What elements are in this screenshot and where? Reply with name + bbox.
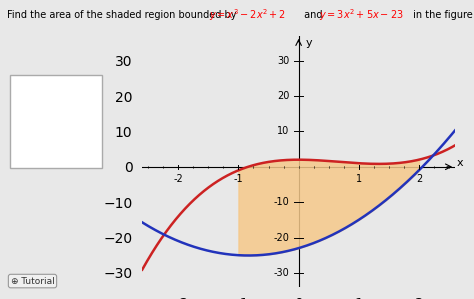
Text: ⊕ Tutorial: ⊕ Tutorial bbox=[10, 277, 55, 286]
Text: 30: 30 bbox=[277, 56, 290, 66]
Text: $y = x^3 - 2x^2 + 2$: $y = x^3 - 2x^2 + 2$ bbox=[209, 7, 286, 22]
Text: -10: -10 bbox=[274, 197, 290, 207]
Text: -2: -2 bbox=[173, 174, 183, 184]
Text: and: and bbox=[301, 10, 326, 20]
FancyBboxPatch shape bbox=[10, 74, 102, 168]
Text: -20: -20 bbox=[273, 233, 290, 242]
Text: x: x bbox=[456, 158, 463, 167]
Text: in the figure below.: in the figure below. bbox=[410, 10, 474, 20]
Text: -30: -30 bbox=[274, 268, 290, 278]
Text: -1: -1 bbox=[234, 174, 243, 184]
Text: 1: 1 bbox=[356, 174, 362, 184]
Text: 2: 2 bbox=[416, 174, 422, 184]
Text: 20: 20 bbox=[277, 91, 290, 101]
Text: 10: 10 bbox=[277, 126, 290, 136]
Text: Find the area of the shaded region bounded by: Find the area of the shaded region bound… bbox=[7, 10, 240, 20]
Text: $y = 3x^2 + 5x - 23$: $y = 3x^2 + 5x - 23$ bbox=[319, 7, 403, 22]
Text: y: y bbox=[306, 38, 312, 48]
